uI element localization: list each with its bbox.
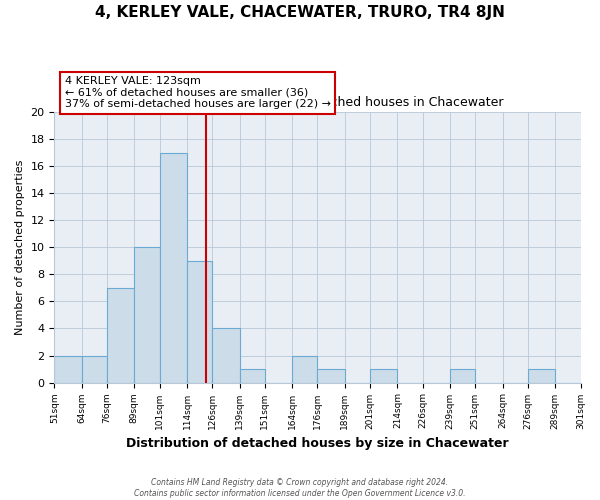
- Text: Contains HM Land Registry data © Crown copyright and database right 2024.
Contai: Contains HM Land Registry data © Crown c…: [134, 478, 466, 498]
- Bar: [107, 288, 134, 382]
- Bar: [317, 369, 345, 382]
- Bar: [82, 356, 107, 382]
- Y-axis label: Number of detached properties: Number of detached properties: [15, 160, 25, 335]
- X-axis label: Distribution of detached houses by size in Chacewater: Distribution of detached houses by size …: [126, 437, 509, 450]
- Bar: [212, 328, 239, 382]
- Bar: [160, 152, 187, 382]
- Bar: [528, 369, 555, 382]
- Bar: [450, 369, 475, 382]
- Bar: [134, 248, 160, 382]
- Bar: [239, 369, 265, 382]
- Text: 4 KERLEY VALE: 123sqm
← 61% of detached houses are smaller (36)
37% of semi-deta: 4 KERLEY VALE: 123sqm ← 61% of detached …: [65, 76, 331, 110]
- Text: 4, KERLEY VALE, CHACEWATER, TRURO, TR4 8JN: 4, KERLEY VALE, CHACEWATER, TRURO, TR4 8…: [95, 5, 505, 20]
- Bar: [187, 261, 212, 382]
- Bar: [292, 356, 317, 382]
- Title: Size of property relative to detached houses in Chacewater: Size of property relative to detached ho…: [131, 96, 504, 110]
- Bar: [55, 356, 82, 382]
- Bar: [370, 369, 397, 382]
